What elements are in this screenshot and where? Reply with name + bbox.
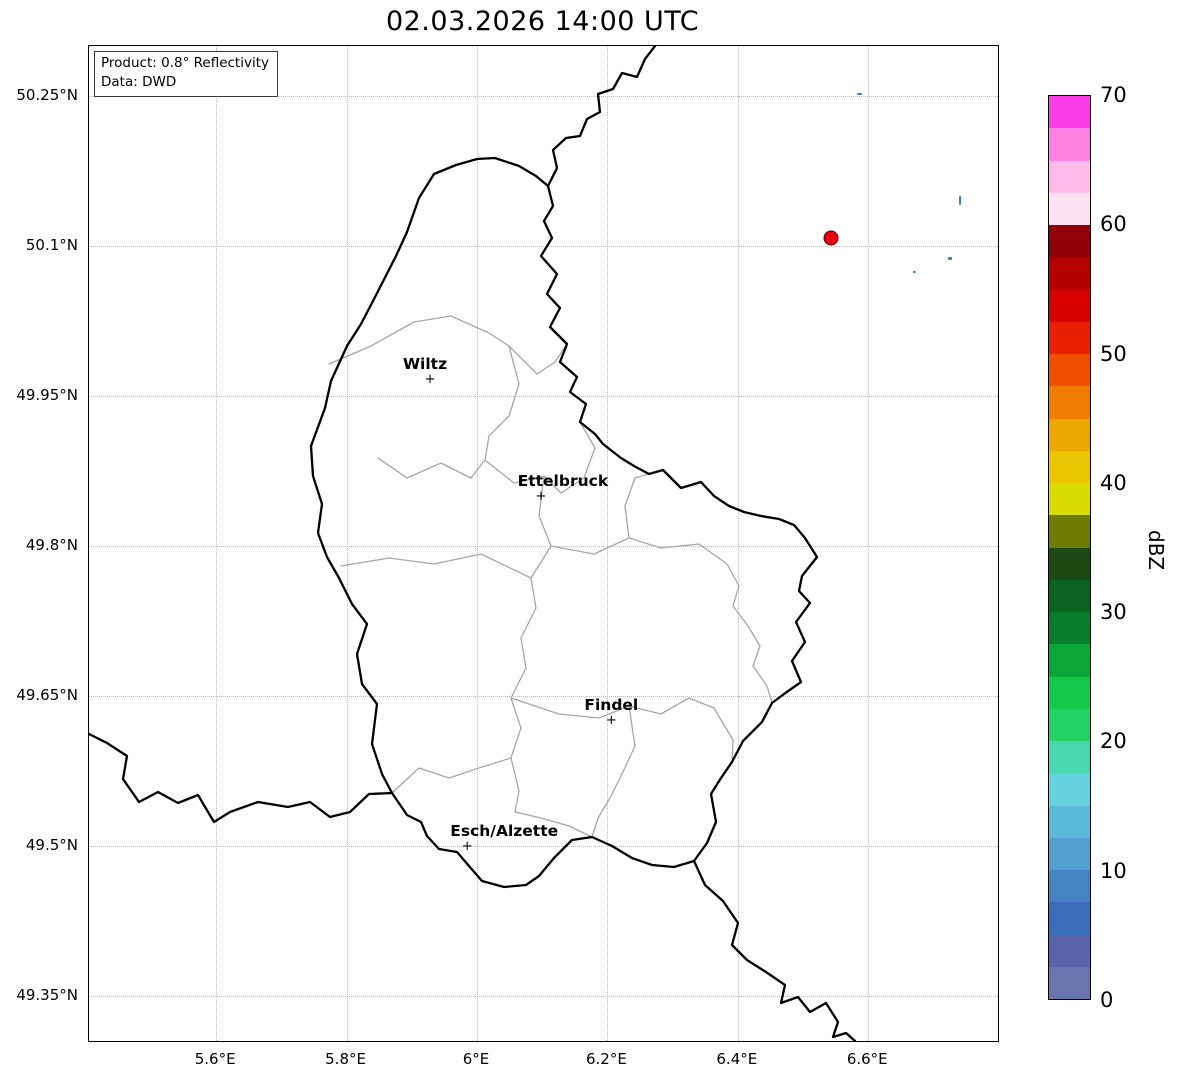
- country-border-north: [546, 46, 657, 188]
- gridline-latitude: [89, 246, 998, 247]
- colorbar-tick-label: 70: [1100, 83, 1127, 107]
- gridline-longitude: [346, 46, 348, 1041]
- colorbar-segment: [1049, 644, 1090, 677]
- colorbar-tick-label: 0: [1100, 988, 1114, 1012]
- gridline-longitude: [216, 46, 218, 1041]
- colorbar-tick-label: 40: [1100, 470, 1127, 495]
- city-label: Wiltz: [402, 355, 448, 373]
- lat-tick-label: 49.35°N: [16, 986, 78, 1004]
- city-label: Ettelbruck: [517, 472, 609, 490]
- canton-borders: [328, 315, 773, 838]
- colorbar-segment: [1049, 386, 1090, 419]
- colorbar-tick-label: 20: [1100, 729, 1127, 754]
- country-border-southwest: [89, 732, 394, 824]
- country-border-southeast: [692, 859, 857, 1041]
- gridline-longitude: [607, 46, 609, 1041]
- lat-tick-label: 49.95°N: [16, 386, 78, 404]
- product-info-line2: Data: DWD: [101, 74, 177, 91]
- luxembourg-map: [89, 46, 857, 1041]
- colorbar-segment: [1049, 257, 1090, 290]
- colorbar-segment: [1049, 450, 1090, 483]
- red-marker-dot: [823, 230, 839, 246]
- colorbar: [1048, 95, 1091, 1000]
- colorbar-segment: [1049, 321, 1090, 354]
- colorbar-segment: [1049, 192, 1090, 225]
- city-marker: +: [461, 838, 473, 854]
- plot-title: 02.03.2026 14:00 UTC: [385, 6, 700, 37]
- map-plot-area: Product: 0.8° Reflectivity Data: DWD + Wi…: [88, 45, 999, 1042]
- colorbar-segment: [1049, 354, 1090, 387]
- lon-tick-label: 5.6°E: [194, 1050, 236, 1068]
- colorbar-segment: [1049, 160, 1090, 193]
- lon-tick-label: 6.6°E: [846, 1050, 888, 1068]
- lon-tick-label: 5.8°E: [325, 1050, 366, 1068]
- colorbar-segment: [1049, 966, 1090, 999]
- colorbar-segment: [1049, 676, 1090, 709]
- country-border-luxembourg: [309, 156, 819, 889]
- colorbar-segment: [1049, 934, 1090, 967]
- radar-echo-pixel: [913, 271, 917, 273]
- gridline-longitude: [476, 46, 478, 1041]
- gridline-latitude: [89, 996, 998, 997]
- product-info-line1: Product: 0.8° Reflectivity: [101, 55, 269, 71]
- lat-tick-label: 49.5°N: [25, 836, 78, 854]
- colorbar-segment: [1049, 708, 1090, 741]
- colorbar-segment: [1049, 805, 1090, 838]
- colorbar-segment: [1049, 128, 1090, 161]
- colorbar-segment: [1049, 483, 1090, 516]
- product-info-box: Product: 0.8° Reflectivity Data: DWD: [94, 51, 278, 98]
- gridline-longitude: [868, 46, 870, 1041]
- colorbar-segment: [1049, 289, 1090, 322]
- colorbar-tick-label: 10: [1100, 858, 1127, 883]
- radar-echo-pixel: [856, 93, 862, 95]
- colorbar-unit-label: dBZ: [1144, 529, 1168, 571]
- gridline-latitude: [89, 396, 998, 397]
- lat-tick-label: 49.8°N: [25, 536, 78, 554]
- colorbar-tick-label: 30: [1100, 600, 1127, 625]
- colorbar-tick-label: 50: [1100, 341, 1127, 366]
- lat-tick-label: 49.65°N: [16, 686, 78, 704]
- colorbar-segment: [1049, 837, 1090, 870]
- colorbar-segment: [1049, 96, 1090, 129]
- gridline-latitude: [89, 846, 998, 847]
- city-marker: +: [424, 371, 436, 387]
- lat-tick-label: 50.1°N: [25, 236, 78, 254]
- colorbar-segment: [1049, 547, 1090, 580]
- gridline-longitude: [737, 46, 739, 1041]
- gridline-latitude: [89, 96, 998, 97]
- lon-tick-label: 6.2°E: [585, 1050, 627, 1068]
- colorbar-segment: [1049, 579, 1090, 612]
- colorbar-tick-label: 60: [1100, 212, 1127, 237]
- gridline-latitude: [89, 546, 998, 547]
- colorbar-segment: [1049, 515, 1090, 548]
- city-marker: +: [605, 712, 617, 728]
- city-label: Esch/Alzette: [450, 822, 559, 840]
- colorbar-segment: [1049, 870, 1090, 903]
- colorbar-segment: [1049, 773, 1090, 806]
- colorbar-segment: [1049, 418, 1090, 451]
- city-marker: +: [535, 488, 547, 504]
- colorbar-segment: [1049, 741, 1090, 774]
- colorbar-segment: [1049, 612, 1090, 645]
- city-label: Findel: [584, 696, 639, 714]
- colorbar-segment: [1049, 902, 1090, 935]
- lat-tick-label: 50.25°N: [16, 86, 78, 104]
- colorbar-segment: [1049, 225, 1090, 258]
- lon-tick-label: 6°E: [462, 1050, 490, 1068]
- radar-echo-pixel: [948, 256, 953, 260]
- lon-tick-label: 6.4°E: [716, 1050, 758, 1068]
- gridline-latitude: [89, 696, 998, 697]
- radar-echo-pixel: [958, 195, 961, 205]
